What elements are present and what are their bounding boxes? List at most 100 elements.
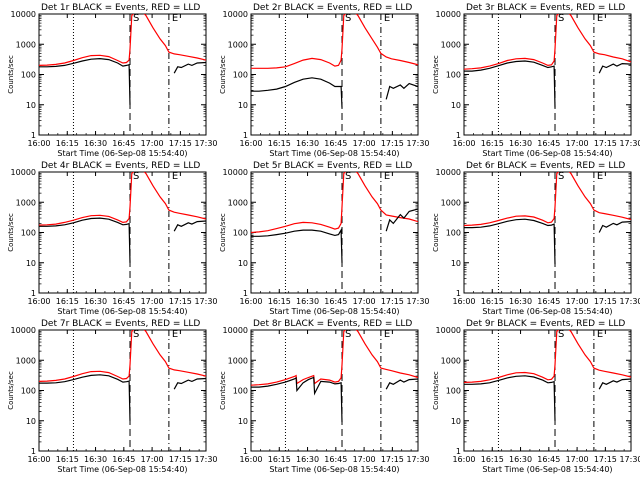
marker-label: E [172, 329, 178, 340]
x-axis-label: Start Time (06-Sep-08 15:54:40) [482, 465, 612, 474]
x-tick-label: 17:00 [141, 139, 164, 148]
marker-label: S [133, 13, 139, 24]
x-tick-label: 16:45 [537, 139, 560, 148]
events-series-line [39, 374, 206, 421]
y-tick-label: 10000 [11, 10, 36, 19]
chart-title: Det 9r BLACK = Events, RED = LLD [466, 319, 625, 329]
events-series-line [251, 376, 418, 423]
events-series-line [464, 375, 631, 421]
detector-chart-7: Det 7r BLACK = Events, RED = LLD 1 10 100 10… [7, 319, 218, 474]
x-axis-label: Start Time (06-Sep-08 15:54:40) [269, 149, 399, 158]
x-tick-label: 17:15 [381, 139, 404, 148]
x-tick-label: 17:30 [406, 455, 429, 464]
marker-label: S [133, 171, 139, 182]
x-tick-label: 16:15 [481, 139, 504, 148]
y-axis-label: Counts/sec [219, 371, 227, 410]
marker-label: S [345, 329, 351, 340]
x-tick-label: 16:15 [56, 139, 79, 148]
x-tick-label: 16:00 [239, 297, 262, 306]
lld-series-line [464, 172, 631, 227]
x-tick-label: 16:15 [481, 455, 504, 464]
x-tick-label: 17:30 [619, 297, 640, 306]
y-axis-label: Counts/sec [7, 55, 15, 94]
marker-label: E [172, 171, 178, 182]
x-tick-label: 17:30 [406, 297, 429, 306]
chart-title: Det 7r BLACK = Events, RED = LLD [41, 319, 200, 329]
y-axis-label: Counts/sec [432, 371, 440, 410]
detector-chart-2: Det 2r BLACK = Events, RED = LLD 1 10 100 10… [219, 3, 430, 158]
x-tick-label: 16:45 [324, 139, 347, 148]
y-tick-label: 1 [456, 289, 461, 298]
marker-label: E [384, 13, 390, 24]
y-tick-label: 10000 [11, 168, 36, 177]
chart-title: Det 5r BLACK = Events, RED = LLD [253, 161, 412, 171]
x-tick-label: 16:00 [27, 139, 50, 148]
x-tick-label: 16:45 [112, 455, 135, 464]
x-tick-label: 16:45 [324, 455, 347, 464]
x-tick-label: 17:30 [194, 297, 217, 306]
marker-label: S [558, 329, 564, 340]
x-axis-label: Start Time (06-Sep-08 15:54:40) [482, 307, 612, 316]
x-tick-label: 17:30 [194, 139, 217, 148]
lld-series-line [464, 14, 631, 70]
x-tick-label: 17:00 [566, 139, 589, 148]
x-tick-label: 16:00 [452, 297, 475, 306]
x-tick-label: 16:30 [509, 139, 532, 148]
y-tick-label: 10000 [436, 168, 461, 177]
x-tick-label: 17:15 [169, 455, 192, 464]
y-tick-label: 1000 [16, 40, 36, 49]
x-tick-label: 17:30 [406, 139, 429, 148]
y-tick-label: 100 [446, 387, 461, 396]
x-tick-label: 17:15 [594, 455, 617, 464]
marker-label: S [558, 13, 564, 24]
x-tick-label: 17:15 [594, 297, 617, 306]
x-tick-label: 16:45 [112, 297, 135, 306]
events-series-line [251, 208, 418, 263]
x-tick-label: 16:15 [56, 297, 79, 306]
y-tick-label: 1 [243, 131, 248, 140]
y-tick-label: 1 [31, 131, 36, 140]
x-tick-label: 16:30 [296, 139, 319, 148]
x-tick-label: 16:15 [268, 455, 291, 464]
lld-series-line [39, 330, 206, 382]
x-tick-label: 17:00 [353, 297, 376, 306]
y-tick-label: 10 [451, 259, 461, 268]
x-tick-label: 16:45 [537, 455, 560, 464]
plot-frame [250, 329, 419, 452]
x-tick-label: 16:45 [112, 139, 135, 148]
y-tick-label: 1 [456, 131, 461, 140]
plot-frame [463, 171, 632, 294]
y-tick-label: 1 [31, 447, 36, 456]
x-tick-label: 16:30 [509, 297, 532, 306]
y-axis-label: Counts/sec [7, 371, 15, 410]
marker-label: S [345, 13, 351, 24]
y-tick-label: 100 [233, 229, 248, 238]
y-tick-label: 100 [233, 71, 248, 80]
y-tick-label: 1 [243, 447, 248, 456]
detector-chart-9: Det 9r BLACK = Events, RED = LLD 1 10 100 10… [432, 319, 640, 474]
y-tick-label: 10 [26, 259, 36, 268]
marker-label: E [597, 13, 603, 24]
y-tick-label: 1000 [228, 40, 248, 49]
y-tick-label: 100 [21, 387, 36, 396]
x-tick-label: 17:15 [381, 297, 404, 306]
plot-frame [250, 171, 419, 294]
x-tick-label: 16:15 [268, 297, 291, 306]
x-tick-label: 17:30 [619, 455, 640, 464]
x-axis-label: Start Time (06-Sep-08 15:54:40) [57, 149, 187, 158]
x-tick-label: 17:30 [194, 455, 217, 464]
x-tick-label: 16:15 [268, 139, 291, 148]
x-tick-label: 17:15 [169, 297, 192, 306]
y-tick-label: 1000 [16, 356, 36, 365]
detector-chart-4: Det 4r BLACK = Events, RED = LLD 1 10 100 10… [7, 161, 218, 316]
plot-frame [38, 13, 207, 136]
x-tick-label: 16:30 [84, 139, 107, 148]
chart-title: Det 1r BLACK = Events, RED = LLD [41, 3, 200, 13]
x-tick-label: 17:15 [594, 139, 617, 148]
x-tick-label: 16:30 [84, 297, 107, 306]
lld-series-line [251, 14, 418, 69]
x-axis-label: Start Time (06-Sep-08 15:54:40) [269, 307, 399, 316]
events-series-line [39, 57, 206, 105]
detector-chart-6: Det 6r BLACK = Events, RED = LLD 1 10 100 10… [432, 161, 640, 316]
